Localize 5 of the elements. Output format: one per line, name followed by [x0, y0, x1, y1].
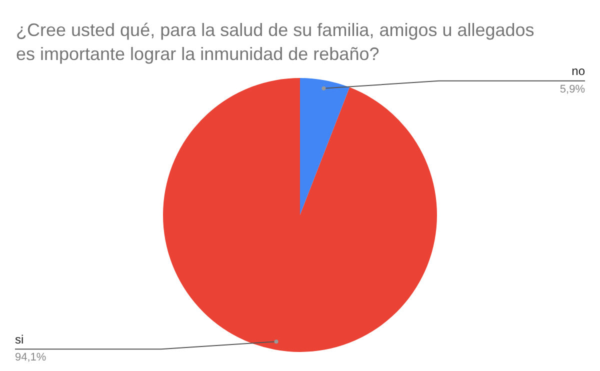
- slice-label: no: [572, 64, 586, 78]
- data-label: 94,1%: [15, 352, 46, 364]
- chart-title: ¿Cree usted qué, para la salud de su familia, amigos u allegados es importante lograr la inmunidad de rebaño?: [16, 19, 536, 66]
- data-label: 5,9%: [560, 83, 586, 96]
- slice-label: si: [15, 332, 24, 346]
